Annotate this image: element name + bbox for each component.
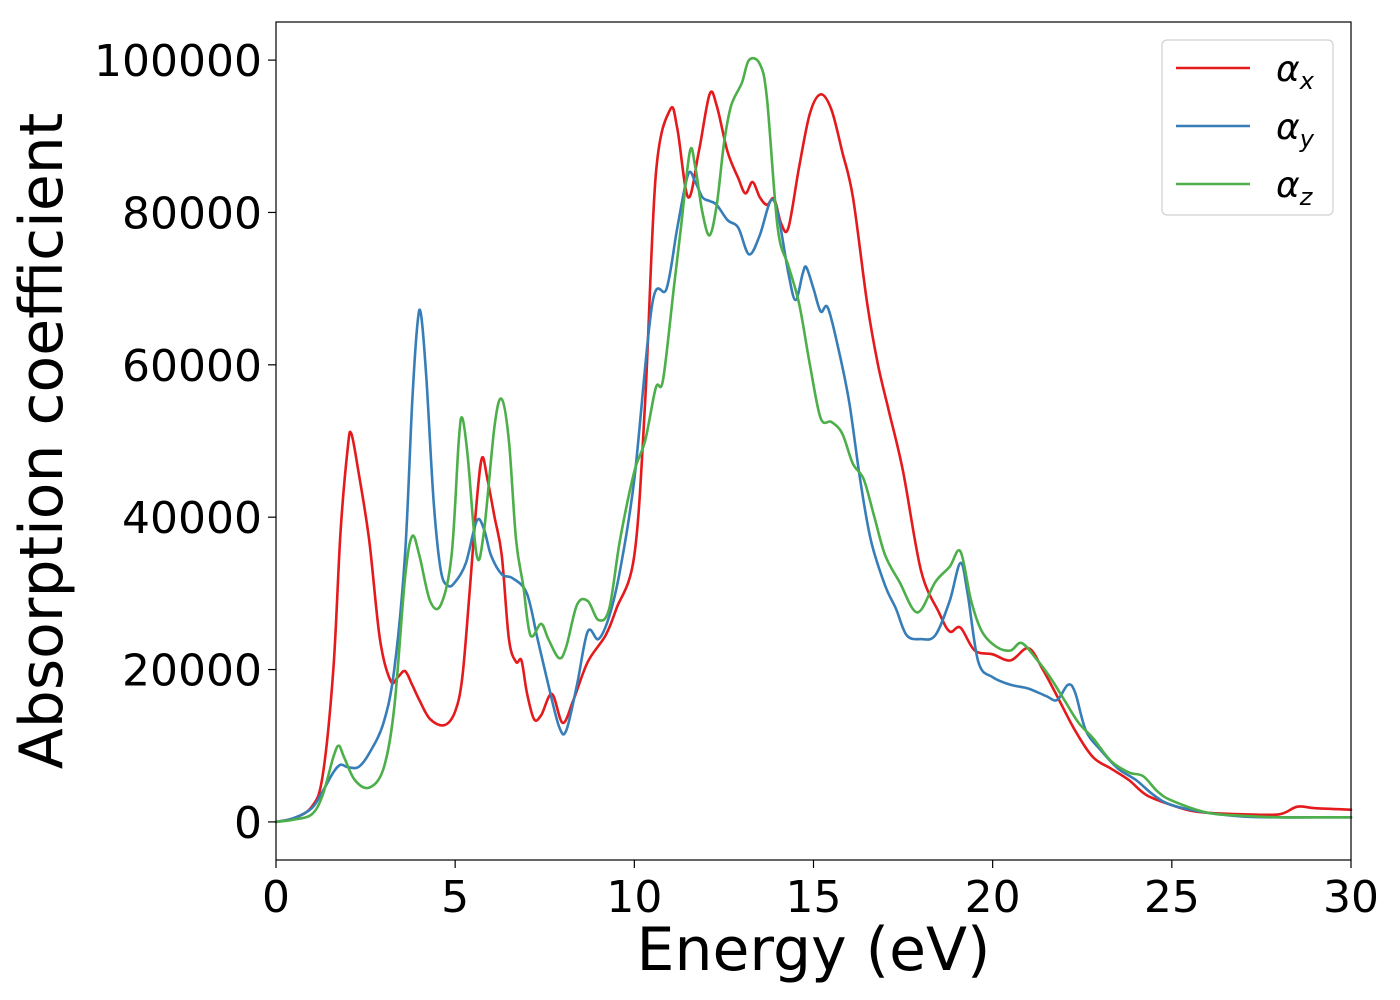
- x-tick-label: 20: [965, 872, 1021, 923]
- series-line-z: [274, 56, 1353, 824]
- x-tick-label: 10: [606, 872, 662, 923]
- x-tick-label: 15: [786, 872, 842, 923]
- x-axis: 0 5 10 15 20 25 30: [262, 860, 1379, 923]
- x-tick-label: 0: [262, 872, 290, 923]
- y-tick-label: 20000: [122, 646, 262, 697]
- series-layer: [274, 56, 1353, 824]
- x-tick-label: 5: [441, 872, 469, 923]
- legend-label-y: αy: [1276, 107, 1315, 153]
- legend-label-z: αz: [1276, 165, 1314, 211]
- series-line-y: [274, 170, 1353, 824]
- y-tick-label: 60000: [122, 341, 262, 392]
- y-tick-label: 0: [234, 798, 262, 849]
- y-tick-label: 80000: [122, 188, 262, 239]
- y-axis: 0 20000 40000 60000 80000 100000: [94, 36, 276, 849]
- x-axis-title: Energy (eV): [637, 915, 991, 985]
- y-tick-label: 40000: [122, 493, 262, 544]
- x-tick-label: 25: [1144, 872, 1200, 923]
- x-tick-label: 30: [1323, 872, 1379, 923]
- legend-box: [1161, 39, 1334, 216]
- legend-label-x: αx: [1276, 49, 1315, 95]
- legend: αx αy αz: [1161, 39, 1334, 216]
- y-axis-title: Absorption coefficient: [7, 113, 77, 770]
- y-tick-label: 100000: [94, 36, 262, 87]
